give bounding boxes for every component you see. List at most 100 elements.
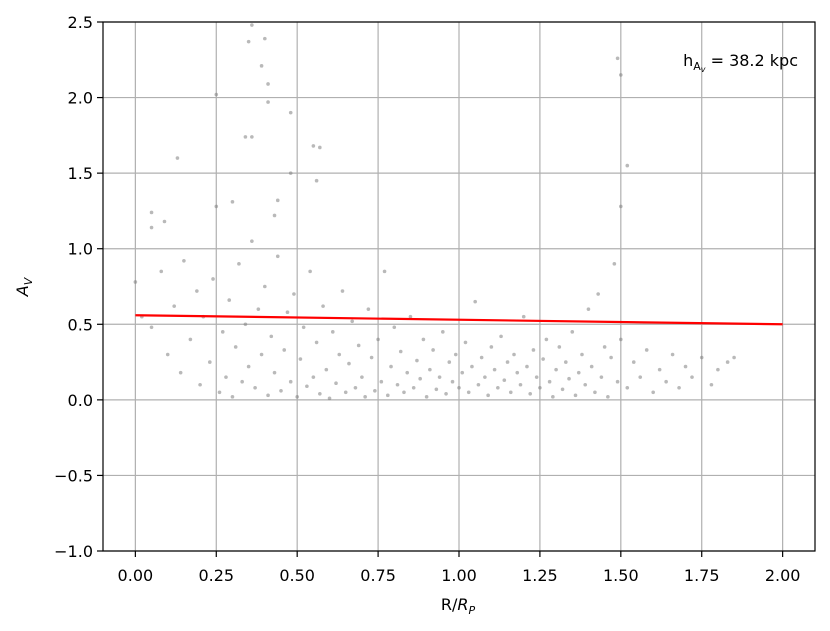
scatter-point bbox=[198, 382, 202, 387]
scatter-point bbox=[266, 82, 270, 86]
annotation: hAv = 38.2 kpc bbox=[683, 51, 798, 74]
scatter-point bbox=[373, 388, 377, 393]
scatter-point bbox=[725, 360, 730, 364]
scatter-point bbox=[619, 73, 623, 77]
scatter-point bbox=[496, 385, 500, 390]
scatter-point bbox=[330, 330, 335, 334]
scatter-point bbox=[651, 390, 655, 395]
scatter-point bbox=[149, 210, 154, 215]
scatter-point bbox=[149, 325, 154, 330]
scatter-point bbox=[534, 375, 539, 379]
scatter-point bbox=[188, 337, 193, 342]
scatter-point bbox=[664, 379, 668, 384]
y-axis-label: AV bbox=[13, 276, 35, 297]
scatter-point bbox=[505, 360, 510, 364]
scatter-point bbox=[486, 393, 490, 398]
scatter-point bbox=[525, 364, 529, 369]
scatter-point bbox=[606, 395, 610, 399]
scatter-point bbox=[379, 379, 384, 384]
scatter-point bbox=[709, 382, 714, 387]
scatter-point bbox=[612, 262, 617, 266]
scatter-point bbox=[159, 269, 164, 274]
scatter-point bbox=[586, 307, 591, 311]
scatter-point bbox=[314, 340, 319, 345]
scatter-point bbox=[457, 385, 461, 390]
x-tick-label: 1.00 bbox=[441, 566, 477, 585]
x-tick-label: 0.75 bbox=[360, 566, 396, 585]
scatter-point bbox=[541, 357, 545, 361]
scatter-point bbox=[324, 367, 329, 372]
plot-marks bbox=[133, 23, 783, 401]
scatter-point bbox=[408, 314, 413, 319]
scatter-point bbox=[133, 280, 138, 284]
y-tick-label: 0.5 bbox=[68, 315, 93, 334]
scatter-point bbox=[175, 156, 180, 160]
scatter-point bbox=[625, 163, 630, 168]
scatter-point bbox=[573, 393, 578, 398]
fit-line bbox=[135, 314, 783, 326]
scatter-point bbox=[415, 358, 419, 363]
scatter-point bbox=[489, 345, 494, 349]
scatter-point bbox=[214, 204, 219, 209]
scatter-point bbox=[259, 64, 264, 68]
scatter-point bbox=[716, 367, 720, 372]
y-label-italic: A bbox=[13, 285, 32, 297]
scatter-point bbox=[405, 370, 410, 375]
scatter-point bbox=[644, 348, 649, 352]
y-tick-label: 1.0 bbox=[68, 240, 93, 259]
scatter-point bbox=[386, 393, 390, 398]
scatter-point bbox=[473, 299, 477, 304]
scatter-point bbox=[343, 390, 348, 395]
x-tick-label: 1.50 bbox=[603, 566, 639, 585]
y-tick-label: −0.5 bbox=[54, 466, 93, 485]
scatter-point bbox=[421, 337, 426, 342]
scatter-point bbox=[162, 219, 167, 224]
scatter-point bbox=[220, 330, 225, 334]
scatter-point bbox=[470, 364, 474, 369]
scatter-point bbox=[337, 352, 342, 357]
scatter-point bbox=[266, 100, 270, 104]
scatter-point bbox=[560, 387, 565, 392]
scatter-point bbox=[690, 375, 694, 379]
scatter-point bbox=[311, 375, 316, 379]
scatter-point bbox=[547, 379, 552, 384]
scatter-point bbox=[460, 370, 465, 375]
annotation-text: h bbox=[683, 51, 693, 70]
scatter-point bbox=[149, 225, 154, 230]
scatter-point bbox=[285, 310, 290, 314]
scatter-point bbox=[246, 364, 251, 369]
scatter-point bbox=[350, 319, 355, 324]
scatter-point bbox=[243, 322, 248, 327]
scatter-point bbox=[347, 361, 351, 366]
scatter-point bbox=[250, 239, 254, 243]
x-tick-label: 2.00 bbox=[765, 566, 801, 585]
scatter-point bbox=[638, 375, 643, 379]
scatter-point bbox=[428, 367, 432, 372]
scatter-point bbox=[250, 23, 254, 27]
x-tick-label: 1.25 bbox=[522, 566, 558, 585]
scatter-point bbox=[657, 367, 662, 372]
scatter-point bbox=[599, 375, 604, 379]
scatter-point bbox=[263, 284, 267, 289]
x-axis-label: R/RP bbox=[441, 595, 476, 617]
scatter-point bbox=[593, 390, 597, 395]
scatter-point bbox=[463, 340, 468, 345]
scatter-point bbox=[544, 337, 549, 342]
x-label-sub: P bbox=[469, 604, 476, 617]
y-label-sub: V bbox=[22, 276, 35, 285]
scatter-point bbox=[301, 325, 306, 330]
scatter-point bbox=[567, 376, 571, 381]
scatter-point bbox=[431, 348, 435, 352]
scatter-point bbox=[554, 367, 558, 372]
scatter-point bbox=[282, 348, 287, 352]
scatter-point bbox=[250, 135, 254, 139]
scatter-point bbox=[732, 355, 736, 360]
scatter-point bbox=[275, 254, 280, 259]
scatter-point bbox=[596, 292, 600, 296]
scatter-point bbox=[476, 382, 481, 387]
scatter-point bbox=[360, 375, 364, 379]
scatter-point bbox=[580, 352, 584, 357]
scatter-point bbox=[272, 370, 277, 375]
scatter-point bbox=[670, 352, 675, 357]
scatter-point bbox=[392, 325, 397, 330]
